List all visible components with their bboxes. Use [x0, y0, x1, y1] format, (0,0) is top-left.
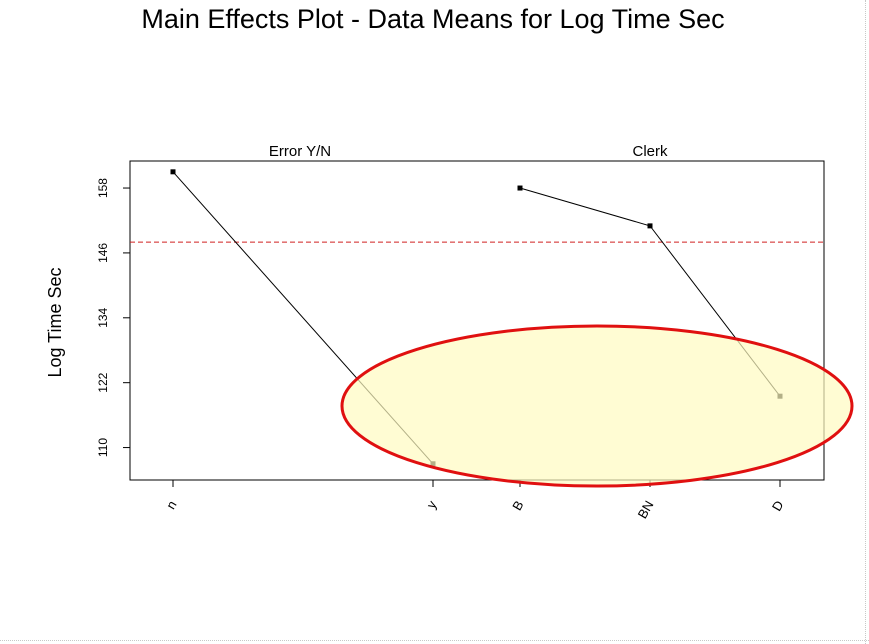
panel-title: Clerk	[632, 143, 668, 160]
y-tick-label: 122	[96, 372, 110, 392]
plot-frame	[129, 160, 825, 481]
x-tick-label: D	[769, 498, 787, 514]
x-tick-label: n	[163, 498, 180, 512]
data-point	[517, 185, 523, 191]
page-edge-right	[865, 0, 867, 644]
y-tick-label: 110	[96, 438, 110, 457]
data-point	[647, 223, 653, 229]
x-tick-label: BN	[635, 498, 657, 521]
y-tick-label: 146	[96, 243, 110, 263]
y-tick-label: 134	[96, 307, 110, 327]
x-tick-label: y	[423, 498, 439, 512]
highlight-ellipse	[340, 324, 854, 488]
y-tick-label: 158	[96, 178, 110, 198]
x-tick-label: B	[509, 498, 526, 513]
panel-title: Error Y/N	[269, 143, 331, 160]
page-edge-bottom	[0, 640, 869, 642]
y-axis-label: Log Time Sec	[45, 267, 65, 377]
data-point	[170, 169, 176, 175]
chart-title: Main Effects Plot - Data Means for Log T…	[141, 4, 725, 34]
